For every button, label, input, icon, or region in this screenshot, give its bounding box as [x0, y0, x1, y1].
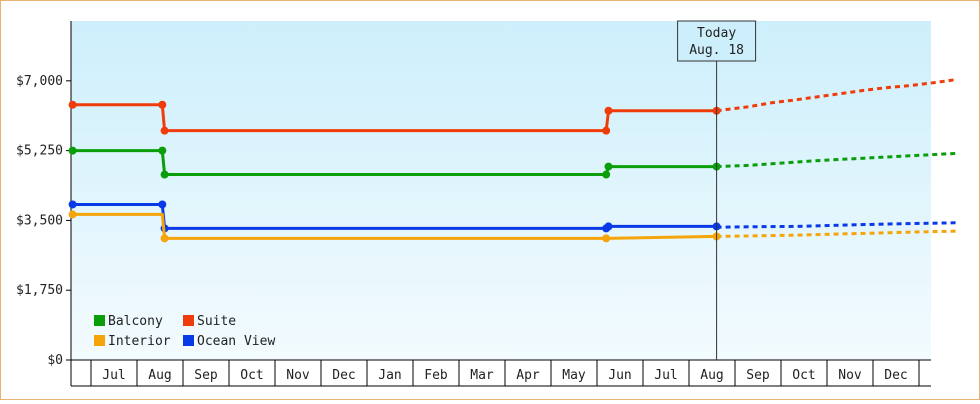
y-tick-label: $5,250 — [16, 144, 63, 159]
data-point — [68, 146, 77, 155]
x-tick-label: Dec — [884, 368, 907, 383]
legend-swatch — [94, 315, 105, 326]
y-tick-label: $3,500 — [16, 213, 63, 228]
data-point — [604, 106, 613, 115]
x-tick-label: Jul — [654, 368, 677, 383]
data-point — [160, 170, 169, 179]
today-label: Today — [697, 26, 736, 41]
data-point — [158, 200, 167, 209]
data-point — [604, 162, 613, 171]
series-line — [72, 149, 717, 177]
x-tick-label: Oct — [792, 368, 815, 383]
data-point — [68, 100, 77, 109]
x-tick-label: Feb — [424, 368, 448, 383]
data-point — [602, 234, 611, 243]
data-point — [160, 234, 169, 243]
y-tick-label: $7,000 — [16, 74, 63, 89]
legend-swatch — [183, 335, 194, 346]
data-point — [68, 200, 77, 209]
data-point — [602, 126, 611, 135]
x-tick-label: Sep — [746, 368, 770, 383]
y-tick-label: $1,750 — [16, 283, 63, 298]
legend-label: Ocean View — [197, 334, 275, 349]
x-tick-label: Dec — [332, 368, 355, 383]
data-point — [158, 146, 167, 155]
x-tick-label: Aug — [148, 368, 171, 383]
today-label-box — [677, 20, 757, 62]
legend-label: Balcony — [108, 314, 163, 329]
x-tick-label: Nov — [286, 368, 310, 383]
legend: Balcony Suite Interior Ocean View — [94, 314, 275, 349]
legend-label: Interior — [108, 334, 171, 349]
series-line — [72, 202, 717, 230]
x-tick-label: May — [562, 368, 586, 383]
series-lines — [68, 78, 957, 243]
x-tick-label: Mar — [470, 368, 494, 383]
today-date-label: Aug. 18 — [689, 43, 744, 58]
x-tick-label: Sep — [194, 368, 218, 383]
forecast-line — [716, 151, 956, 169]
x-tick-label: Jul — [102, 368, 125, 383]
x-tick-label: Apr — [516, 368, 540, 383]
data-point — [160, 126, 169, 135]
legend-swatch — [183, 315, 194, 326]
x-tick-label: Nov — [838, 368, 862, 383]
plot-area — [71, 21, 931, 360]
data-point — [604, 222, 613, 231]
data-point — [158, 100, 167, 109]
series-line — [72, 103, 717, 133]
legend-swatch — [94, 335, 105, 346]
forecast-line — [716, 78, 957, 113]
axes: $0 $1,750 $3,500 $5,250 $7,000 Jul Aug Sep Oct No… — [16, 21, 931, 387]
x-tick-label: Aug — [700, 368, 723, 383]
today-marker: Today Aug. 18 — [677, 20, 757, 360]
data-point — [68, 210, 77, 219]
forecast-line — [716, 229, 956, 238]
y-tick-label: $0 — [47, 353, 63, 368]
x-tick-label: Jun — [608, 368, 631, 383]
data-point — [602, 170, 611, 179]
forecast-line — [716, 221, 956, 229]
x-tick-label: Oct — [240, 368, 263, 383]
legend-label: Suite — [197, 314, 236, 329]
x-tick-label: Jan — [378, 368, 401, 383]
